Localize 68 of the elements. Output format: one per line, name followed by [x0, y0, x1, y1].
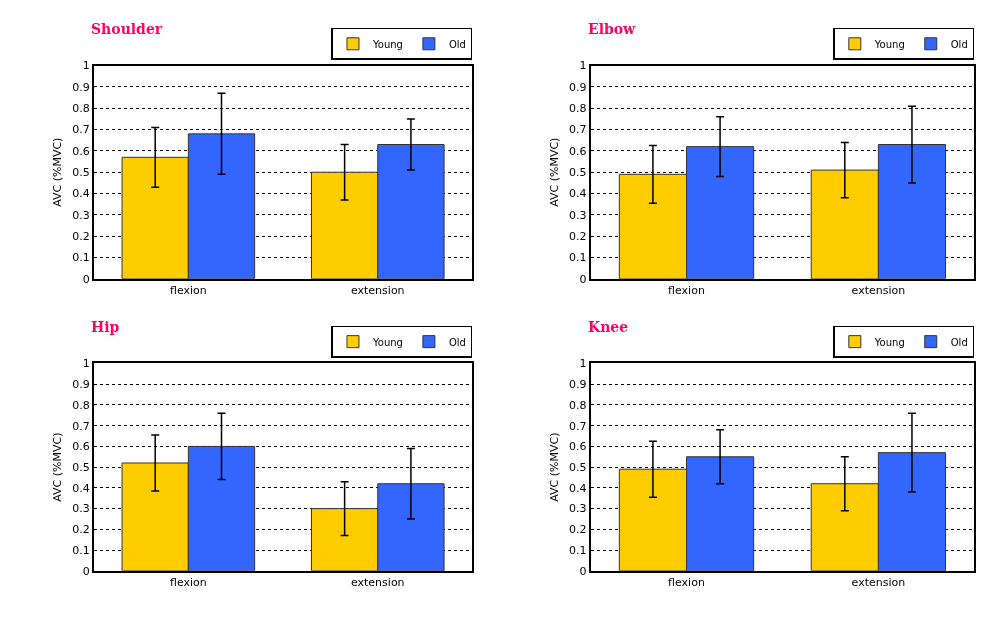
- x-tick-label: flexion: [169, 283, 207, 297]
- x-tick-label: flexion: [169, 575, 207, 589]
- chart-title: Knee: [588, 319, 629, 335]
- y-tick-label: 0: [579, 564, 587, 578]
- y-tick-label: 0.6: [72, 440, 90, 454]
- y-tick-label: 0.4: [72, 481, 90, 495]
- legend-label: Young: [371, 38, 403, 50]
- y-tick-label: 1: [579, 357, 587, 371]
- y-tick-label: 1: [82, 59, 90, 73]
- y-tick-label: 0.7: [72, 123, 90, 137]
- y-axis-title: AVC (%MVC): [548, 137, 562, 207]
- y-tick-label: 0.8: [569, 102, 587, 116]
- y-tick-label: 0: [82, 564, 90, 578]
- y-tick-label: 0.5: [72, 166, 90, 180]
- legend-label: Young: [873, 38, 905, 50]
- y-tick-label: 0.1: [569, 543, 587, 557]
- x-tick-label: extension: [851, 283, 906, 297]
- legend-label: Old: [448, 38, 466, 50]
- y-tick-label: 0.7: [569, 123, 587, 137]
- chart-title: Shoulder: [91, 21, 163, 37]
- y-tick-label: 0.8: [72, 102, 90, 116]
- y-axis-title: AVC (%MVC): [51, 137, 65, 207]
- y-tick-label: 0.9: [569, 80, 587, 94]
- y-tick-label: 0.4: [569, 481, 587, 495]
- y-tick-label: 0.3: [72, 502, 90, 516]
- y-axis-title: AVC (%MVC): [548, 432, 562, 502]
- y-tick-label: 1: [82, 357, 90, 371]
- y-tick-label: 0.7: [569, 419, 587, 433]
- y-tick-label: 0.6: [569, 440, 587, 454]
- legend-label: Young: [873, 336, 905, 348]
- y-tick-label: 0.2: [72, 523, 90, 537]
- y-tick-label: 0.3: [72, 208, 90, 222]
- y-tick-label: 0.7: [72, 419, 90, 433]
- y-tick-label: 0.9: [72, 80, 90, 94]
- y-tick-label: 0.2: [569, 523, 587, 537]
- chart-title: Hip: [91, 319, 120, 335]
- x-tick-label: extension: [350, 575, 405, 589]
- y-tick-label: 0.1: [72, 251, 90, 265]
- y-tick-label: 0.1: [569, 251, 587, 265]
- y-tick-label: 0.5: [569, 166, 587, 180]
- y-tick-label: 0.4: [569, 187, 587, 201]
- y-tick-label: 0.3: [569, 208, 587, 222]
- legend-label: Old: [950, 38, 968, 50]
- legend-label: Young: [371, 336, 403, 348]
- y-tick-label: 0.4: [72, 187, 90, 201]
- y-tick-label: 0.9: [569, 378, 587, 392]
- y-tick-label: 0.6: [72, 144, 90, 158]
- y-tick-label: 0.1: [72, 543, 90, 557]
- x-tick-label: flexion: [668, 283, 705, 297]
- x-tick-label: extension: [350, 283, 405, 297]
- legend-label: Old: [950, 336, 968, 348]
- y-tick-label: 0: [82, 272, 90, 286]
- y-tick-label: 0.2: [72, 230, 90, 244]
- y-tick-label: 0.9: [72, 378, 90, 392]
- y-tick-label: 0.2: [569, 230, 587, 244]
- y-tick-label: 0.3: [569, 502, 587, 516]
- y-tick-label: 1: [579, 59, 587, 73]
- legend-label: Old: [448, 336, 466, 348]
- y-tick-label: 0.5: [569, 460, 587, 474]
- x-tick-label: flexion: [668, 575, 705, 589]
- x-tick-label: extension: [851, 575, 906, 589]
- y-tick-label: 0.8: [569, 398, 587, 412]
- y-tick-label: 0.6: [569, 144, 587, 158]
- y-tick-label: 0.8: [72, 398, 90, 412]
- y-tick-label: 0.5: [72, 460, 90, 474]
- y-axis-title: AVC (%MVC): [51, 432, 65, 502]
- y-tick-label: 0: [579, 272, 587, 286]
- chart-title: Elbow: [588, 21, 637, 37]
